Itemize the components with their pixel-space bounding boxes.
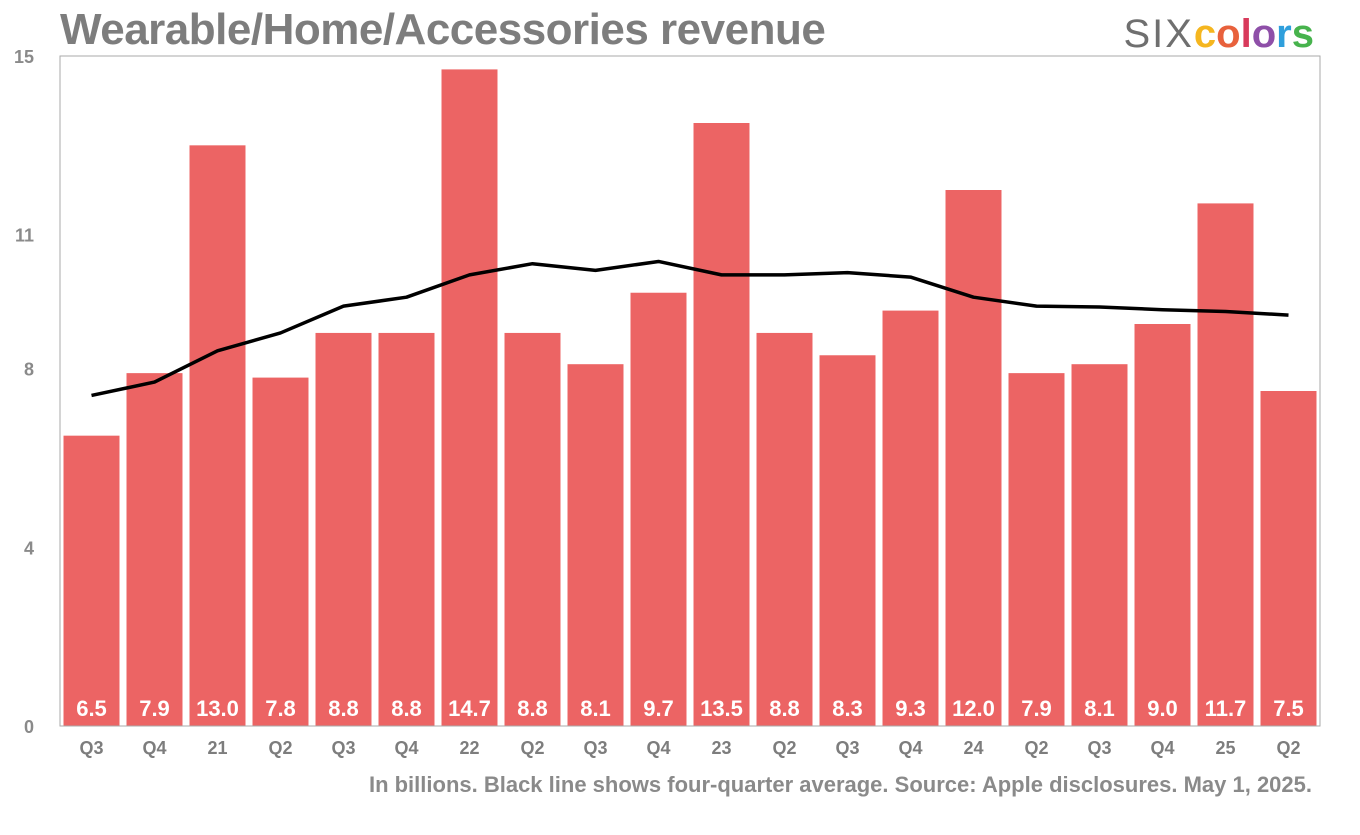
x-tick-label: Q3 xyxy=(79,738,103,758)
bar xyxy=(1008,373,1065,726)
value-labels-group: 6.5 7.9 13.0 7.8 8.8 8.8 14.7 8.8 8.1 9.7 13.5 8.8 8… xyxy=(76,696,1304,721)
bar xyxy=(504,332,561,726)
x-tick-label: 25 xyxy=(1215,738,1235,758)
x-tick-label: Q4 xyxy=(1150,738,1174,758)
bar-value-label: 8.1 xyxy=(1084,696,1115,721)
bar xyxy=(819,355,876,726)
bar xyxy=(1134,324,1191,726)
bar xyxy=(63,435,120,726)
footnote: In billions. Black line shows four-quart… xyxy=(368,772,1312,797)
bar xyxy=(756,332,813,726)
bar-value-label: 9.7 xyxy=(643,696,674,721)
logo-prefix: SIX xyxy=(1123,12,1194,56)
y-axis-ticks: 0 4 8 11 15 xyxy=(14,47,34,737)
bar-value-label: 8.8 xyxy=(328,696,359,721)
bar-value-label: 13.0 xyxy=(196,696,239,721)
bar xyxy=(1197,203,1254,726)
x-tick-label: 22 xyxy=(459,738,479,758)
bar-value-label: 7.5 xyxy=(1273,696,1304,721)
x-tick-label: Q3 xyxy=(1087,738,1111,758)
bar-value-label: 8.8 xyxy=(517,696,548,721)
y-tick-label: 15 xyxy=(14,47,34,67)
x-tick-label: Q2 xyxy=(520,738,544,758)
x-tick-label: Q4 xyxy=(394,738,418,758)
y-tick-label: 0 xyxy=(24,717,34,737)
y-tick-label: 11 xyxy=(15,226,34,246)
bar-value-label: 8.3 xyxy=(832,696,863,721)
logo-letter: r xyxy=(1276,12,1292,56)
bar-value-label: 11.7 xyxy=(1205,696,1247,721)
bar-value-label: 7.9 xyxy=(139,696,170,721)
bar xyxy=(567,364,624,726)
bar xyxy=(1260,391,1317,726)
bar-value-label: 13.5 xyxy=(700,696,743,721)
chart-title: Wearable/Home/Accessories revenue xyxy=(60,5,826,54)
y-tick-label: 8 xyxy=(24,360,34,380)
four-quarter-average-line xyxy=(91,259,1289,398)
x-tick-label: Q2 xyxy=(1024,738,1048,758)
logo-word: colors xyxy=(1194,12,1314,56)
bar xyxy=(315,332,372,726)
logo-letter: c xyxy=(1193,12,1217,56)
logo-letter: o xyxy=(1216,12,1241,56)
x-tick-label: Q4 xyxy=(646,738,670,758)
x-tick-label: 23 xyxy=(711,738,731,758)
bar-value-label: 8.1 xyxy=(580,696,611,721)
bar-value-label: 12.0 xyxy=(952,696,995,721)
bar-value-label: 9.0 xyxy=(1147,696,1178,721)
bar xyxy=(693,123,750,726)
logo-letter: o xyxy=(1251,12,1277,56)
logo-letter: l xyxy=(1240,12,1252,56)
bar-value-label: 7.9 xyxy=(1021,696,1052,721)
x-tick-label: Q4 xyxy=(142,738,166,758)
bar xyxy=(189,145,246,727)
y-tick-label: 4 xyxy=(24,538,34,558)
x-tick-label: Q4 xyxy=(898,738,922,758)
bar-value-label: 8.8 xyxy=(769,696,800,721)
x-tick-label: 24 xyxy=(963,738,983,758)
x-tick-label: Q3 xyxy=(835,738,859,758)
x-tick-label: Q2 xyxy=(268,738,292,758)
plot-frame xyxy=(59,55,1321,727)
bar xyxy=(882,310,939,726)
bar xyxy=(441,69,498,726)
bar-value-label: 9.3 xyxy=(895,696,926,721)
sixcolors-logo: SIXcolors xyxy=(1123,14,1314,54)
bar-value-label: 7.8 xyxy=(265,696,296,721)
x-tick-label: Q2 xyxy=(772,738,796,758)
bar xyxy=(1071,364,1128,726)
bar xyxy=(252,377,309,726)
x-tick-label: Q3 xyxy=(331,738,355,758)
bar xyxy=(945,190,1002,726)
x-tick-label: Q3 xyxy=(583,738,607,758)
bar-value-label: 8.8 xyxy=(391,696,422,721)
bar xyxy=(378,332,435,726)
logo-letter: s xyxy=(1291,12,1314,56)
x-tick-label: Q2 xyxy=(1276,738,1300,758)
bar xyxy=(630,292,687,726)
x-tick-label: 21 xyxy=(207,738,227,758)
bar xyxy=(126,373,183,726)
x-axis-ticks: Q3 Q4 21 Q2 Q3 Q4 22 Q2 Q3 Q4 23 Q2 Q3 Q4 24 Q2 Q3 Q4 25 Q2 xyxy=(79,738,1300,758)
bars-group xyxy=(63,69,1317,727)
bar-value-label: 14.7 xyxy=(448,696,491,721)
bar-value-label: 6.5 xyxy=(76,696,107,721)
